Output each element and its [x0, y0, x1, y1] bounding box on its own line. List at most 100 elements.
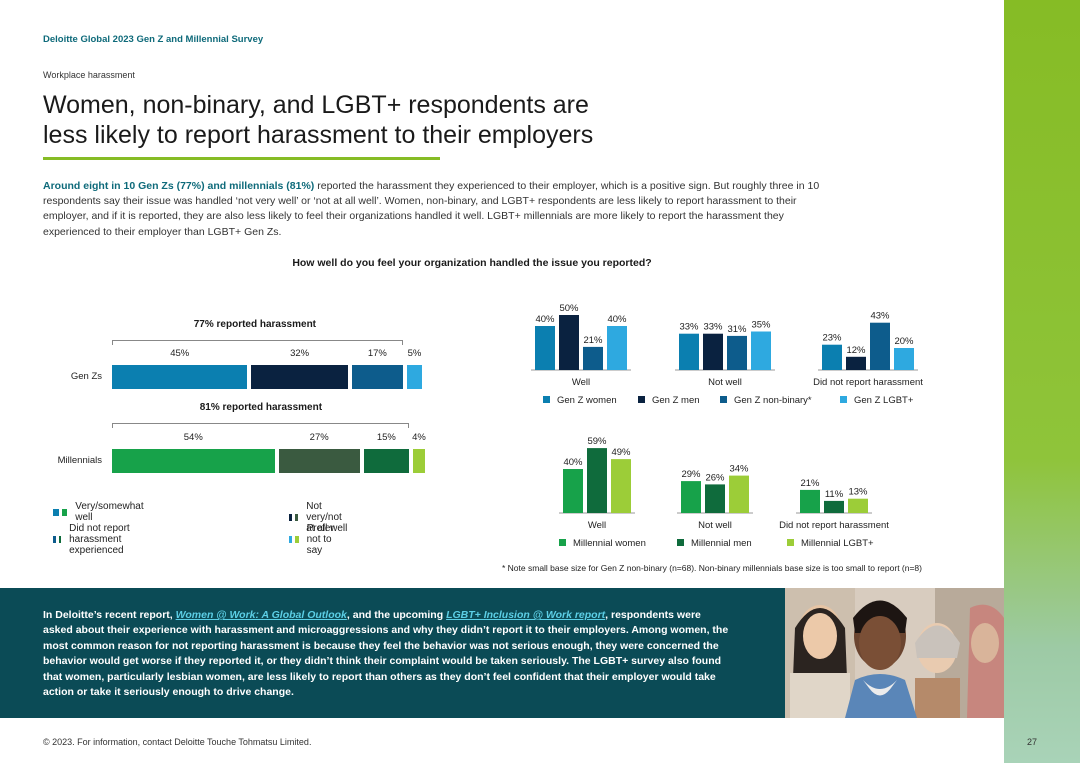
- legend-label: Did not report harassment experienced: [69, 523, 130, 556]
- legend-label: Gen Z women: [557, 395, 617, 406]
- grouped-bar-value-label: 20%: [894, 336, 914, 347]
- stacked-bar-value-label: 15%: [376, 432, 396, 443]
- info-panel-text: In Deloitte’s recent report, Women @ Wor…: [43, 608, 733, 700]
- stacked-bar-segment: [112, 449, 275, 473]
- grouped-bar-value-label: 40%: [563, 457, 583, 468]
- grouped-bar-value-label: 31%: [727, 324, 747, 335]
- grouped-bar-value-label: 50%: [559, 303, 579, 314]
- legend-swatch: [53, 508, 59, 516]
- footer-copyright: © 2023. For information, contact Deloitt…: [43, 737, 312, 747]
- reported-harassment-label: 77% reported harassment: [193, 319, 317, 330]
- stacked-bar-value-label: 17%: [367, 348, 387, 359]
- grouped-bar-value-label: 40%: [535, 314, 555, 325]
- title-line-2: less likely to report harassment to thei…: [43, 121, 594, 149]
- page-title: Women, non-binary, and LGBT+ respondents…: [43, 90, 643, 150]
- legend-label: Prefer not to say: [306, 523, 334, 556]
- grouped-bar: [729, 475, 749, 513]
- title-underline: [43, 157, 440, 160]
- legend-label: Gen Z LGBT+: [854, 395, 914, 406]
- reported-harassment-label: 81% reported harassment: [199, 402, 323, 413]
- legend-label: Not very/not at all well: [306, 501, 348, 534]
- stacked-bar-value-label: 45%: [170, 348, 190, 359]
- legend-swatch: [677, 539, 684, 546]
- side-accent-bar: [1004, 0, 1080, 763]
- stacked-bar-value-label: 32%: [290, 348, 310, 359]
- chart-question: How well do you feel your organization h…: [292, 257, 652, 269]
- legend-label: Gen Z men: [652, 395, 700, 406]
- info-text-pre: In Deloitte’s recent report,: [43, 609, 176, 621]
- grouped-bar-value-label: 34%: [729, 464, 749, 475]
- grouped-bar: [703, 333, 723, 370]
- grouped-bar-value-label: 49%: [611, 447, 631, 458]
- stacked-bar-segment: [412, 449, 425, 473]
- grouped-bar: [848, 498, 868, 513]
- lgbt-inclusion-link[interactable]: LGBT+ Inclusion @ Work report: [446, 609, 606, 621]
- stacked-legend-item: Did not report harassment experienced: [53, 523, 132, 556]
- millennial-grouped-bar-chart: 40% 59% 49% Well 29% 26% 34% Not well 21% 11% 13% D…: [559, 436, 889, 549]
- grouped-bar: [705, 484, 725, 513]
- title-line-1: Women, non-binary, and LGBT+ respondents…: [43, 91, 589, 119]
- stacked-bar-segment: [406, 365, 422, 389]
- legend-label: Millennial women: [573, 538, 646, 549]
- legend-swatch: [543, 396, 550, 403]
- grouped-bar-value-label: 12%: [846, 345, 866, 356]
- legend-swatch: [53, 536, 56, 543]
- legend-swatch: [295, 514, 299, 521]
- grouped-bar: [870, 322, 890, 370]
- stacked-bar-segment: [251, 365, 348, 389]
- stacked-row-label: Gen Zs: [70, 371, 102, 382]
- grouped-bar: [679, 333, 699, 370]
- intro-highlight: Around eight in 10 Gen Zs (77%) and mill…: [43, 180, 315, 192]
- grouped-bar-value-label: 43%: [870, 311, 890, 322]
- legend-swatch: [295, 536, 299, 543]
- grouped-bar: [751, 331, 771, 370]
- stacked-legend-item: Prefer not to say: [289, 523, 341, 556]
- stacked-bar-value-label: 4%: [412, 432, 426, 443]
- grouped-bar: [607, 326, 627, 370]
- category-label: Not well: [698, 520, 732, 531]
- grouped-bar-value-label: 26%: [705, 472, 725, 483]
- section-label: Workplace harassment: [43, 70, 135, 80]
- stacked-bar-segment: [363, 449, 409, 473]
- legend-swatch: [720, 396, 727, 403]
- reported-bracket: [112, 423, 409, 428]
- legend-label: Millennial men: [691, 538, 752, 549]
- intro-body: reported the harassment they experienced…: [43, 180, 820, 238]
- grouped-bar-value-label: 11%: [825, 489, 844, 500]
- stacked-bar-value-label: 27%: [309, 432, 329, 443]
- stacked-legend-item: Not very/not at all well: [289, 501, 350, 534]
- reported-bracket: [112, 340, 403, 345]
- intro-paragraph: Around eight in 10 Gen Zs (77%) and mill…: [43, 179, 823, 240]
- legend-swatch: [638, 396, 645, 403]
- grouped-bar: [727, 335, 747, 370]
- stacked-bar-segment: [112, 365, 248, 389]
- grouped-bar: [563, 469, 583, 513]
- legend-swatch: [289, 514, 293, 521]
- info-text-post: , respondents were asked about their exp…: [43, 609, 729, 699]
- brand-header: Deloitte Global 2023 Gen Z and Millennia…: [43, 34, 264, 45]
- stacked-bar-value-label: 54%: [183, 432, 203, 443]
- stacked-bar-segment: [278, 449, 360, 473]
- category-label: Well: [572, 377, 590, 388]
- grouped-bar: [583, 346, 603, 370]
- grouped-bar: [800, 489, 820, 513]
- category-label: Well: [588, 520, 606, 531]
- grouped-bar-value-label: 21%: [800, 478, 820, 489]
- grouped-bar-value-label: 40%: [607, 314, 627, 325]
- stacked-bar-value-label: 5%: [407, 348, 422, 359]
- women-at-work-link[interactable]: Women @ Work: A Global Outlook: [175, 609, 347, 621]
- grouped-bar-value-label: 33%: [679, 322, 699, 333]
- legend-label: Millennial LGBT+: [801, 538, 874, 549]
- grouped-bar-value-label: 33%: [703, 322, 723, 333]
- grouped-bar: [587, 448, 607, 513]
- genz-grouped-bar-chart: 40% 50% 21% 40% Well 33% 33% 31% 35% Not well 23% 1…: [531, 303, 923, 406]
- grouped-bar: [822, 344, 842, 370]
- legend-swatch: [58, 536, 62, 543]
- stacked-row-label: Millennials: [57, 455, 102, 466]
- grouped-bar: [535, 326, 555, 370]
- footnote: * Note small base size for Gen Z non-bin…: [502, 563, 922, 573]
- group-photo: [785, 588, 1004, 718]
- stacked-bar-segment: [351, 365, 403, 389]
- legend-swatch: [787, 539, 794, 546]
- legend-swatch: [840, 396, 847, 403]
